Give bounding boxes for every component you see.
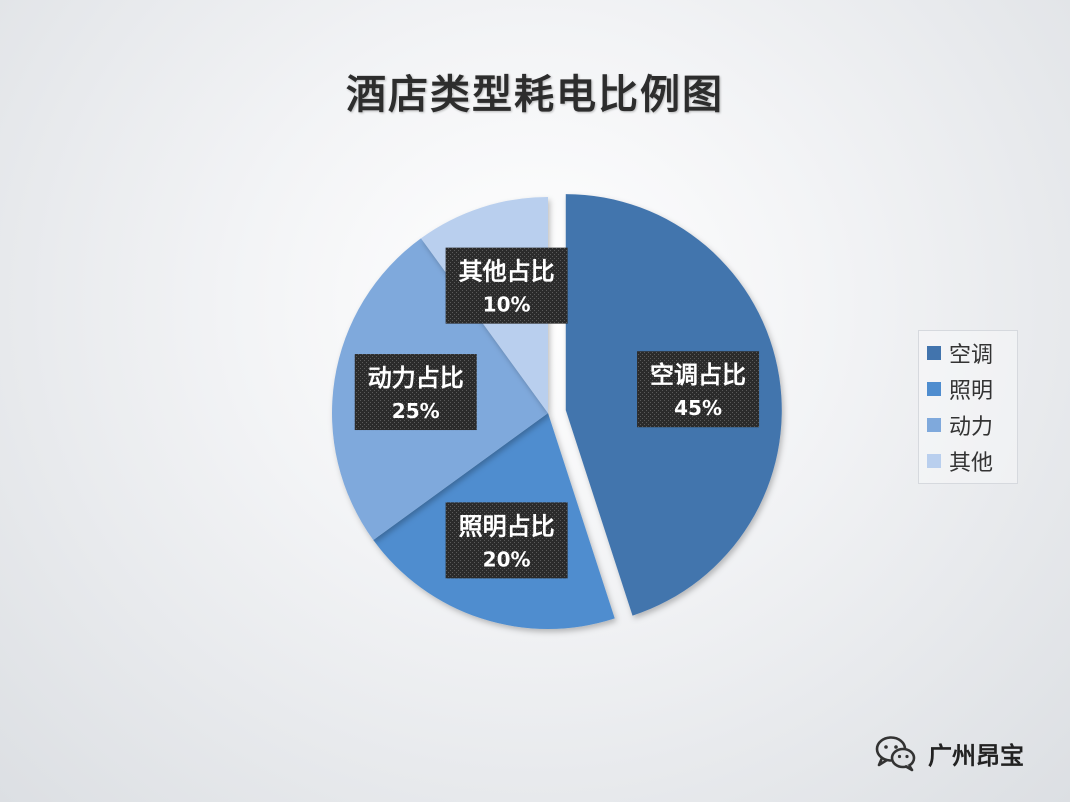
chart-legend: 空调 照明 动力 其他 (918, 330, 1018, 484)
data-label-other: 其他占比 10% (445, 247, 568, 324)
wechat-icon (875, 736, 916, 772)
data-label-ac: 空调占比 45% (637, 351, 760, 428)
data-label-title-ac: 空调占比 (650, 361, 746, 389)
chart-title: 酒店类型耗电比例图 (346, 71, 724, 118)
legend-label-other: 其他 (949, 451, 994, 476)
legend-label-power: 动力 (949, 415, 994, 440)
data-label-box-power (354, 354, 477, 431)
legend-item-lighting: 照明 (927, 371, 1017, 407)
data-label-lighting: 照明占比 20% (445, 502, 568, 579)
legend-swatch-ac (927, 346, 941, 360)
legend-swatch-power (927, 418, 941, 432)
data-label-value-power: 25% (392, 399, 440, 423)
data-label-title-lighting: 照明占比 (459, 512, 555, 540)
data-label-box-other (445, 247, 568, 324)
legend-label-lighting: 照明 (949, 379, 994, 404)
legend-label-ac: 空调 (949, 343, 994, 368)
data-label-value-ac: 45% (674, 396, 722, 420)
data-label-title-power: 动力占比 (368, 364, 464, 392)
data-label-value-lighting: 20% (483, 547, 531, 571)
legend-swatch-lighting (927, 382, 941, 396)
legend-item-power: 动力 (927, 407, 1017, 443)
data-label-box-lighting (445, 502, 568, 579)
data-label-box-ac (637, 351, 760, 428)
watermark-label: 广州昂宝 (928, 741, 1024, 770)
legend-item-ac: 空调 (927, 335, 1017, 371)
legend-swatch-other (927, 454, 941, 468)
data-label-power: 动力占比 25% (354, 354, 477, 431)
pie-data-labels: 空调占比 45% 照明占比 20% 动力占比 25% 其他占比 10% (354, 247, 760, 579)
data-label-value-other: 10% (483, 293, 531, 317)
watermark: 广州昂宝 (874, 734, 1024, 772)
data-label-title-other: 其他占比 (459, 258, 555, 286)
legend-item-other: 其他 (927, 443, 1017, 479)
